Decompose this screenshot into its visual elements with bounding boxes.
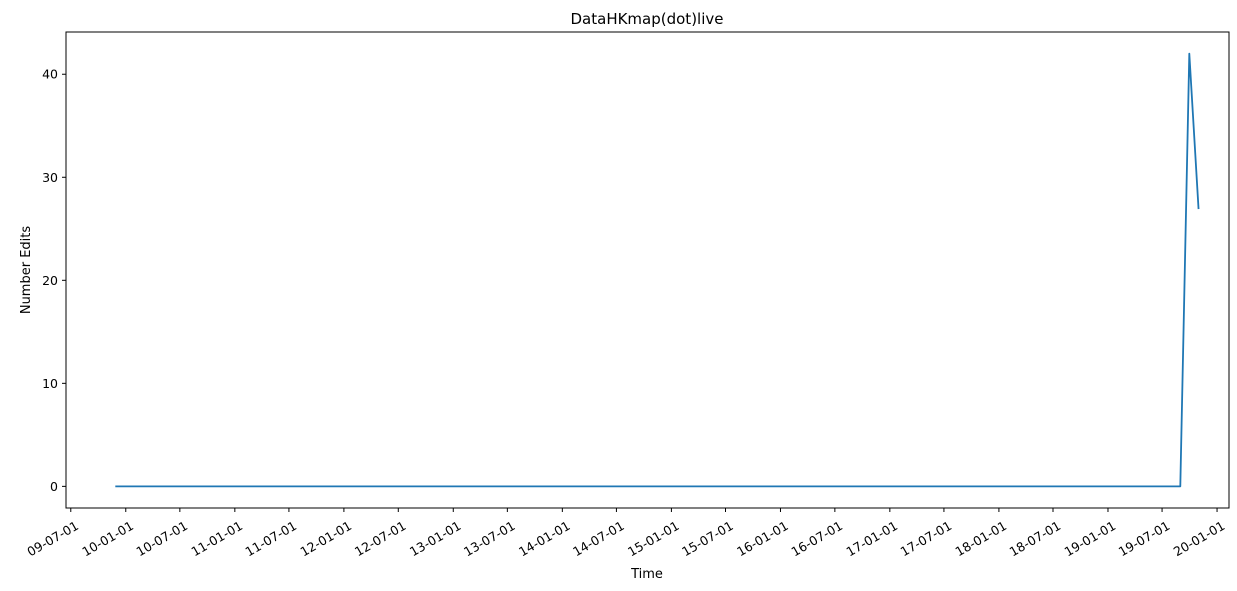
plot-area-frame [65, 31, 1230, 509]
x-tick-label: 18-07-01 [1007, 518, 1064, 559]
x-tick-label: 15-07-01 [679, 518, 736, 559]
x-tick-label: 11-07-01 [243, 518, 300, 559]
x-tick-label: 17-01-01 [843, 518, 900, 559]
y-axis-title: Number Edits [19, 226, 34, 315]
x-tick-label: 12-07-01 [352, 518, 409, 559]
y-tick-label: 0 [50, 479, 58, 494]
x-tick-label: 17-07-01 [898, 518, 955, 559]
x-tick-label: 11-01-01 [188, 518, 245, 559]
x-tick-label: 14-07-01 [570, 518, 627, 559]
x-tick-label: 10-01-01 [79, 518, 136, 559]
x-tick-label: 16-07-01 [789, 518, 846, 559]
x-tick-label: 18-01-01 [953, 518, 1010, 559]
y-tick-label: 20 [42, 273, 58, 288]
x-tick-label: 15-01-01 [625, 518, 682, 559]
x-tick-label: 19-01-01 [1062, 518, 1119, 559]
y-tick-label: 10 [42, 376, 58, 391]
x-tick-label: 14-01-01 [516, 518, 573, 559]
x-axis-title: Time [630, 567, 663, 582]
x-tick-label: 20-01-01 [1171, 518, 1228, 559]
x-tick-label: 13-01-01 [407, 518, 464, 559]
series-line-edits [115, 52, 1200, 488]
x-tick-label: 16-01-01 [734, 518, 791, 559]
y-tick-label: 40 [42, 67, 58, 82]
x-tick-label: 09-07-01 [24, 518, 81, 559]
x-tick-label: 13-07-01 [461, 518, 518, 559]
x-tick-label: 12-01-01 [298, 518, 355, 559]
y-tick-label: 30 [42, 170, 58, 185]
x-tick-label: 19-07-01 [1116, 518, 1173, 559]
x-tick-label: 10-07-01 [133, 518, 190, 559]
chart-title: DataHKmap(dot)live [571, 10, 724, 28]
